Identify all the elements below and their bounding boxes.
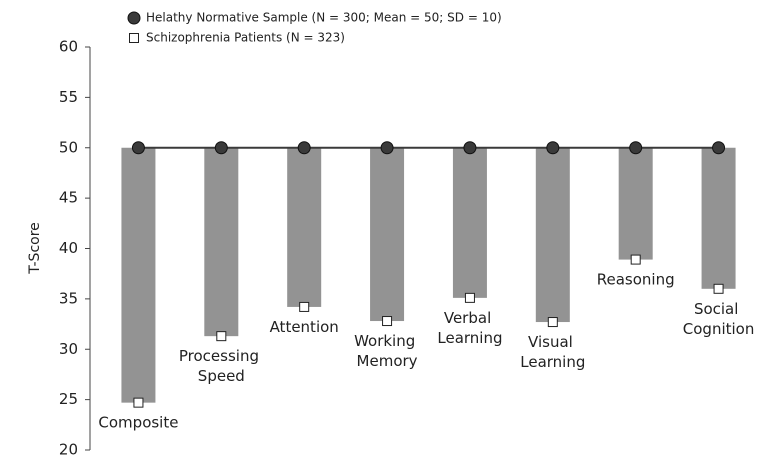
- category-label-line: Visual: [528, 333, 578, 351]
- category-label: Visual Learning: [520, 333, 585, 371]
- y-tick-label: 50: [59, 138, 78, 156]
- y-axis-label: T-Score: [27, 222, 43, 275]
- legend-marker: [129, 33, 139, 43]
- category-label-line: Cognition: [683, 319, 755, 337]
- category-label-line: Verbal: [444, 308, 496, 326]
- category-label-line: Composite: [98, 413, 178, 431]
- patient-marker: [216, 331, 227, 342]
- category-label-line: Learning: [520, 353, 585, 371]
- patient-marker: [713, 283, 724, 294]
- category-label-line: Working: [354, 332, 420, 350]
- healthy-marker: [214, 141, 228, 155]
- category-label-line: Social: [694, 299, 743, 317]
- bar: [370, 147, 405, 322]
- healthy-marker: [131, 141, 145, 155]
- category-label-line: Memory: [357, 352, 418, 370]
- category-label: Working Memory: [354, 332, 420, 370]
- bar: [452, 147, 487, 298]
- bar: [204, 147, 239, 337]
- healthy-marker: [463, 141, 477, 155]
- y-tick-label: 25: [59, 390, 78, 408]
- healthy-marker: [712, 141, 726, 155]
- legend-marker: [127, 11, 141, 25]
- category-label: Verbal Learning: [437, 308, 502, 346]
- y-tick-label: 55: [59, 88, 78, 106]
- y-tick-label: 35: [59, 289, 78, 307]
- bar: [535, 147, 570, 323]
- category-label-line: Attention: [270, 317, 339, 335]
- patient-marker: [464, 292, 475, 303]
- category-label: Composite: [98, 413, 178, 431]
- patient-marker: [382, 316, 393, 327]
- patient-marker: [630, 254, 641, 265]
- healthy-marker: [297, 141, 311, 155]
- healthy-marker: [546, 141, 560, 155]
- category-label-line: Processing: [179, 347, 264, 365]
- legend-label: Schizophrenia Patients (N = 323): [146, 31, 345, 45]
- category-label-line: Speed: [198, 367, 245, 385]
- patient-marker: [299, 301, 310, 312]
- category-label: Attention: [270, 317, 339, 335]
- y-tick-label: 40: [59, 239, 78, 257]
- y-tick-label: 20: [59, 441, 78, 457]
- y-tick-label: 60: [59, 38, 78, 56]
- patient-marker: [547, 317, 558, 328]
- bar: [287, 147, 322, 307]
- patient-marker: [133, 397, 144, 408]
- legend-label: Helathy Normative Sample (N = 300; Mean …: [146, 11, 502, 25]
- category-label-line: Reasoning: [597, 270, 675, 288]
- y-tick-label: 45: [59, 189, 78, 207]
- bar: [618, 147, 653, 260]
- healthy-marker: [380, 141, 394, 155]
- category-label: Reasoning: [597, 270, 675, 288]
- y-tick-label: 30: [59, 340, 78, 358]
- bar: [701, 147, 736, 289]
- healthy-marker: [629, 141, 643, 155]
- category-label-line: Learning: [437, 328, 502, 346]
- category-label: Processing Speed: [179, 347, 264, 385]
- category-label: Social Cognition: [683, 299, 755, 337]
- bar: [121, 147, 156, 403]
